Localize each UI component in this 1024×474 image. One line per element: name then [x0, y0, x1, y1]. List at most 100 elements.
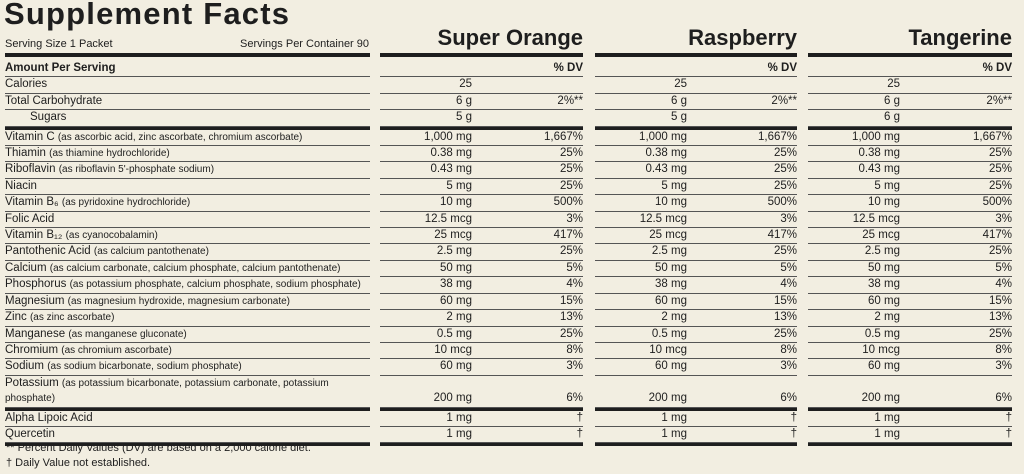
nutrient-detail: (as potassium phosphate, calcium phospha… [69, 279, 361, 291]
daily-value: 25% [773, 147, 797, 160]
daily-value: 3% [995, 212, 1012, 225]
flavor-cell: 0.5 mg 25% [808, 327, 1012, 343]
daily-value: 25% [773, 245, 797, 258]
flavor-cell: 1,000 mg 1,667% [595, 130, 797, 147]
nutrient-cell: Chromium (as chromium ascorbate) [5, 343, 370, 360]
amount: 60 mg [655, 294, 687, 307]
nutrient-row: Sodium (as sodium bicarbonate, sodium ph… [0, 359, 1024, 376]
nutrient-cell: Magnesium (as magnesium hydroxide, magne… [5, 294, 370, 311]
nutrient-detail: (as ascorbic acid, zinc ascorbate, chrom… [57, 131, 303, 143]
amount: 38 mg [440, 278, 472, 291]
nutrient-detail: (as calcium pantothenate) [93, 246, 209, 258]
daily-value: † [576, 411, 583, 424]
rule [808, 443, 1012, 447]
flavor-cell: 25 mcg 417% [380, 228, 583, 245]
nutrient-row: Calories 25 25 25 [0, 77, 1024, 94]
daily-value: 15% [988, 294, 1012, 307]
amount: 60 mg [440, 360, 472, 373]
nutrient-name: Total Carbohydrate [5, 94, 103, 107]
section-rule [0, 407, 1024, 411]
nutrient-row: Potassium (as potassium bicarbonate, pot… [0, 376, 1024, 408]
daily-value: 25% [773, 327, 797, 340]
amount: 12.5 mcg [639, 212, 687, 225]
nutrient-detail: (as magnesium hydroxide, magnesium carbo… [67, 295, 290, 307]
rule [5, 443, 370, 447]
daily-value: 6% [780, 392, 797, 405]
nutrient-row: Calcium (as calcium carbonate, calcium p… [0, 261, 1024, 278]
daily-value: 1,667% [543, 130, 583, 143]
daily-value: 500% [982, 196, 1012, 209]
dv-header: % DV [808, 61, 1012, 78]
nutrient-name: Calcium [5, 261, 47, 274]
daily-value: 2%** [771, 94, 797, 107]
flavor-cell: 0.43 mg 25% [380, 162, 583, 179]
daily-value: 1,667% [972, 130, 1012, 143]
amount: 60 mg [440, 294, 472, 307]
daily-value: 15% [773, 294, 797, 307]
amount: 1 mg [874, 427, 900, 440]
amount: 50 mg [655, 261, 687, 274]
amount: 25 [887, 78, 900, 91]
amount: 0.38 mg [858, 147, 900, 160]
nutrient-cell: Niacin [5, 179, 370, 196]
amount: 5 mg [661, 179, 687, 192]
daily-value: 25% [988, 147, 1012, 160]
flavor-cell: 0.5 mg 25% [595, 327, 797, 343]
servings-per-container: Servings Per Container 90 [240, 38, 370, 50]
nutrient-name: Vitamin B₁₂ [5, 229, 63, 242]
amount: 50 mg [440, 261, 472, 274]
amount: 25 mcg [649, 229, 687, 242]
nutrient-name: Pantothenic Acid [5, 245, 91, 258]
amount: 12.5 mcg [852, 212, 900, 225]
flavor-cell: 50 mg 5% [380, 261, 583, 278]
nutrient-detail: (as thiamine hydrochloride) [49, 148, 170, 160]
flavor-cell: 25 mcg 417% [808, 228, 1012, 245]
daily-value: 13% [988, 311, 1012, 324]
daily-value: 25% [988, 327, 1012, 340]
nutrient-detail: (as zinc ascorbate) [29, 312, 115, 324]
flavor-cell: 6 g 2%** [808, 94, 1012, 111]
flavor-cell: 38 mg 4% [595, 277, 797, 294]
nutrient-cell: Sodium (as sodium bicarbonate, sodium ph… [5, 359, 370, 376]
amount: 10 mcg [434, 343, 472, 356]
amount: 6 g [884, 94, 900, 107]
flavor-cell: 1 mg † [380, 427, 583, 444]
nutrient-row: Alpha Lipoic Acid 1 mg † 1 mg † 1 mg † [0, 411, 1024, 427]
nutrient-cell: Alpha Lipoic Acid [5, 411, 370, 427]
flavor-cell: 60 mg 3% [380, 359, 583, 376]
nutrient-cell: Total Carbohydrate [5, 94, 370, 111]
daily-value: 25% [988, 245, 1012, 258]
amount: 10 mcg [862, 343, 900, 356]
rule [5, 126, 370, 130]
amount: 5 g [456, 111, 472, 124]
amount: 1 mg [661, 411, 687, 424]
daily-value: 417% [553, 229, 583, 242]
nutrient-name: Sodium [5, 360, 44, 373]
amount: 25 mcg [434, 229, 472, 242]
flavor-cell: 10 mcg 8% [380, 343, 583, 360]
amount: 6 g [884, 111, 900, 124]
daily-value: † [790, 411, 797, 424]
nutrient-row: Pantothenic Acid (as calcium pantothenat… [0, 244, 1024, 261]
dv-header: % DV [595, 61, 797, 78]
nutrient-cell: Quercetin [5, 427, 370, 444]
facts-table: Amount Per Serving % DV % DV % DV Calories 25… [0, 61, 1024, 447]
nutrient-row: Manganese (as manganese gluconate) 0.5 mg… [0, 327, 1024, 343]
dv-label: % DV [982, 62, 1012, 74]
flavor-cell: 1 mg † [595, 427, 797, 444]
daily-value: 25% [988, 163, 1012, 176]
nutrient-cell: Riboflavin (as riboflavin 5'-phosphate s… [5, 162, 370, 179]
nutrient-row: Zinc (as zinc ascorbate) 2 mg 13% 2 mg 13% 2 … [0, 310, 1024, 327]
nutrient-cell: Potassium (as potassium bicarbonate, pot… [5, 376, 370, 408]
nutrient-row: Magnesium (as magnesium hydroxide, magne… [0, 294, 1024, 311]
amount: 0.5 mg [864, 327, 900, 340]
amount: 200 mg [433, 392, 472, 405]
amount: 60 mg [868, 294, 900, 307]
flavor-cell: 60 mg 15% [380, 294, 583, 311]
flavor-cell: 38 mg 4% [380, 277, 583, 294]
nutrient-detail: (as manganese gluconate) [68, 328, 187, 340]
nutrient-detail: (as riboflavin 5'-phosphate sodium) [58, 164, 215, 176]
flavor-cell: 38 mg 4% [808, 277, 1012, 294]
nutrient-detail: (as cyanocobalamin) [65, 230, 158, 242]
daily-value: 13% [559, 311, 583, 324]
